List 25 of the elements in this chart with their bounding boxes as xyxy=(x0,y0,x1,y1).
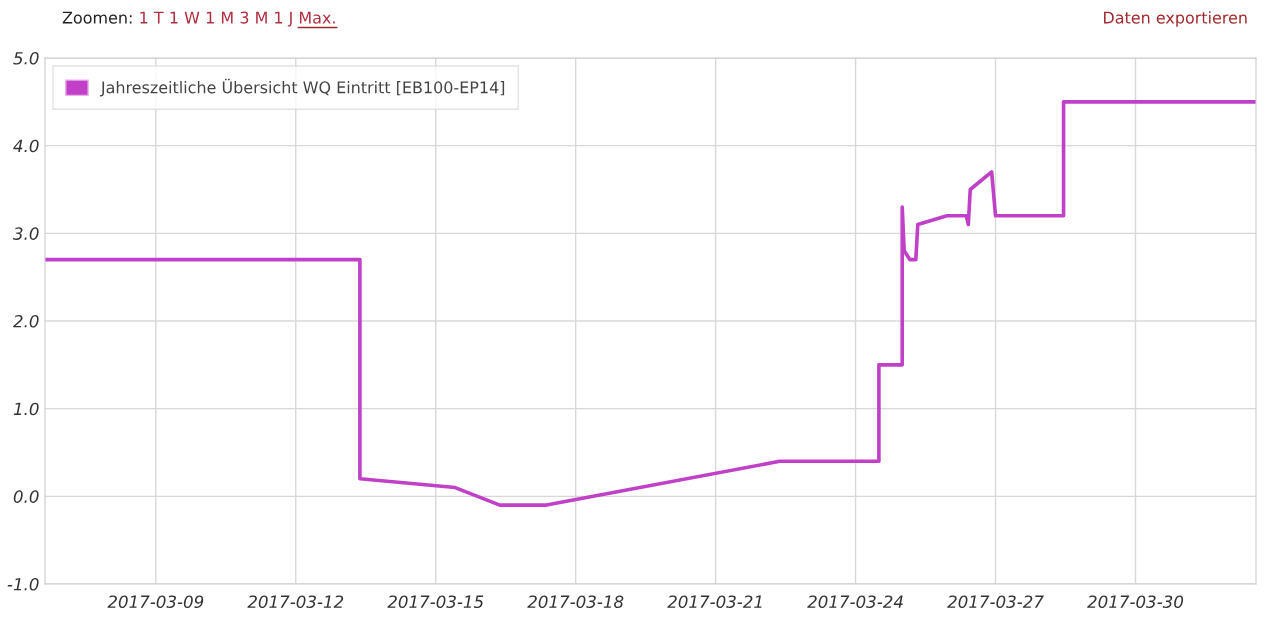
x-tick-label: 2017-03-18 xyxy=(527,595,624,609)
text: 1 J xyxy=(275,11,292,27)
text: 1 M xyxy=(206,11,233,24)
y-tick-label: 3.0 xyxy=(12,227,39,240)
text: Daten exportieren xyxy=(1104,11,1247,27)
text: Max. xyxy=(299,11,335,24)
text: 1 T xyxy=(140,11,164,24)
x-tick-label: 2017-03-15 xyxy=(387,595,484,609)
text: 1 W xyxy=(170,11,200,24)
text: Zoomen: xyxy=(62,11,132,24)
x-tick-label: 2017-03-21 xyxy=(667,595,762,609)
y-tick-label: 1.0 xyxy=(13,402,39,416)
x-tick-label: 2017-03-27 xyxy=(947,595,1044,609)
y-tick-label: -1.0 xyxy=(7,577,39,591)
x-tick-label: 2017-03-30 xyxy=(1087,595,1184,609)
x-tick-label: 2017-03-09 xyxy=(107,595,204,609)
y-tick-label: 5.0 xyxy=(13,51,39,65)
y-tick-label: 0.0 xyxy=(13,490,39,503)
legend-label: Jahreszeitliche Übersicht WQ Eintritt [EB100-EP14] xyxy=(100,78,505,97)
text: 3 M xyxy=(240,11,267,24)
line-series xyxy=(45,100,1256,507)
x-tick-label: 2017-03-24 xyxy=(807,595,903,609)
y-tick-label: 4.0 xyxy=(13,139,39,153)
y-tick-label: 2.0 xyxy=(13,314,39,328)
x-tick-label: 2017-03-12 xyxy=(247,595,344,609)
